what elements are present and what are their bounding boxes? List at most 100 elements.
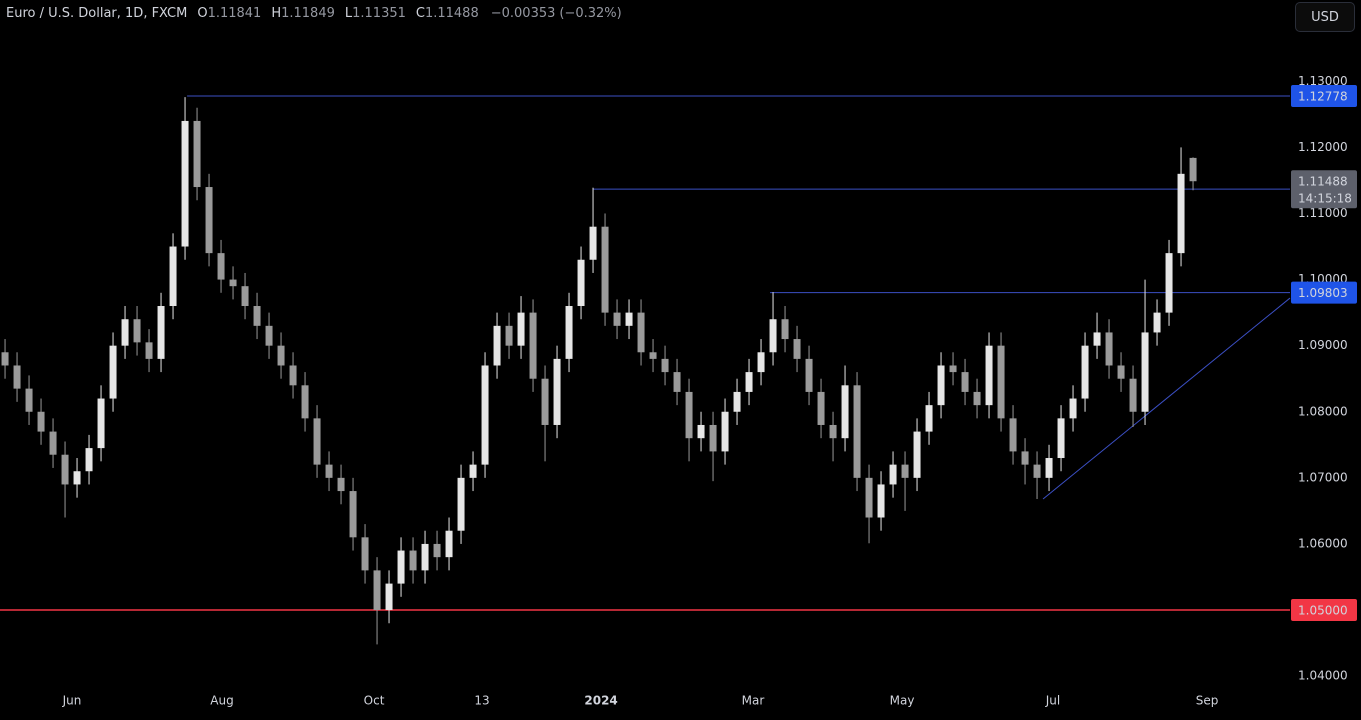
y-tick-label: 1.12000	[1298, 140, 1348, 154]
candle-body	[493, 325, 501, 366]
candle-body	[13, 365, 21, 389]
candle-body	[961, 372, 969, 392]
candle-body	[337, 477, 345, 492]
candle-body	[1153, 312, 1161, 333]
candle-body	[373, 570, 381, 611]
candle-body	[913, 431, 921, 478]
candle-body	[205, 187, 213, 254]
candle-body	[661, 358, 669, 373]
candle-body	[421, 543, 429, 571]
candle-body	[817, 391, 825, 425]
candle-body	[901, 464, 909, 478]
candle-body	[277, 345, 285, 366]
x-tick-label: Oct	[364, 694, 385, 708]
candle-body	[805, 358, 813, 392]
candle-body	[733, 391, 741, 412]
candle-body	[481, 365, 489, 465]
candle-body	[889, 464, 897, 485]
price-tag	[1291, 281, 1357, 304]
candle-body	[49, 431, 57, 455]
candle-body	[853, 385, 861, 478]
candle-body	[589, 226, 597, 260]
candle-body	[325, 464, 333, 478]
candle-body	[745, 372, 753, 392]
price-tag-label: 1.05000	[1298, 604, 1348, 618]
candle-body	[109, 345, 117, 399]
candle-body	[697, 424, 705, 439]
last-price-tag	[1291, 170, 1357, 209]
y-tick-label: 1.06000	[1298, 536, 1348, 550]
candle-body	[985, 345, 993, 406]
candle-body	[1069, 398, 1077, 419]
candle-body	[1165, 253, 1173, 313]
change-pct: (−0.32%)	[559, 6, 622, 21]
candle-body	[121, 319, 129, 346]
x-tick-label: Sep	[1196, 694, 1219, 708]
candle-body	[997, 345, 1005, 419]
candle-body	[841, 385, 849, 439]
x-tick-label: Aug	[210, 694, 233, 708]
candle-body	[505, 325, 513, 346]
candle-body	[541, 378, 549, 425]
price-tag-label: 1.12778	[1298, 89, 1348, 103]
candle-body	[1177, 173, 1185, 254]
candle-body	[1033, 464, 1041, 478]
change: −0.00353	[490, 6, 556, 21]
y-tick-label: 1.08000	[1298, 404, 1348, 418]
candle-body	[1081, 345, 1089, 399]
countdown-label: 14:15:18	[1298, 192, 1352, 206]
candle-body	[133, 319, 141, 343]
candle-body	[1009, 418, 1017, 452]
x-tick-label: Jul	[1045, 694, 1060, 708]
candle-body	[769, 319, 777, 353]
candle-body	[1, 352, 9, 366]
candle-body	[1021, 451, 1029, 465]
candle-body	[637, 312, 645, 353]
candle-body	[1129, 378, 1137, 412]
x-tick-label: Mar	[742, 694, 765, 708]
candle-body	[301, 385, 309, 419]
candle-body	[973, 391, 981, 406]
candle-body	[457, 477, 465, 531]
ohlc-value: 1.11351	[352, 6, 406, 21]
candle-body	[709, 424, 717, 452]
candle-body	[253, 306, 261, 326]
candle-body	[1093, 332, 1101, 346]
candle-body	[445, 530, 453, 558]
candle-body	[433, 543, 441, 558]
price-tag-label: 1.09803	[1298, 286, 1348, 300]
candle-body	[565, 306, 573, 359]
candle-body	[217, 253, 225, 280]
y-tick-label: 1.09000	[1298, 338, 1348, 352]
candle-body	[793, 339, 801, 359]
candle-body	[61, 454, 69, 485]
ohlc-key: O	[197, 6, 208, 21]
candle-body	[181, 120, 189, 247]
candle-body	[145, 342, 153, 359]
candle-body	[1117, 365, 1125, 379]
candle-body	[577, 259, 585, 307]
currency-button[interactable]: USD	[1295, 2, 1355, 32]
candle-body	[649, 352, 657, 359]
ohlc-value: 1.11849	[281, 6, 335, 21]
candle-body	[937, 365, 945, 406]
last-price-label: 1.11488	[1298, 175, 1348, 189]
ohlc-key: H	[271, 6, 282, 21]
y-tick-label: 1.13000	[1298, 74, 1348, 88]
candle-body	[37, 411, 45, 432]
candle-body	[829, 424, 837, 439]
candle-body	[613, 312, 621, 326]
candle-body	[229, 279, 237, 287]
candle-body	[721, 411, 729, 452]
candle-body	[1141, 332, 1149, 412]
price-tag	[1291, 599, 1357, 622]
candle-body	[349, 491, 357, 538]
x-tick-label: 2024	[584, 694, 617, 708]
candle-body	[925, 405, 933, 432]
candle-body	[601, 226, 609, 313]
candle-body	[241, 286, 249, 307]
candle-body	[685, 391, 693, 439]
candle-body	[265, 325, 273, 346]
